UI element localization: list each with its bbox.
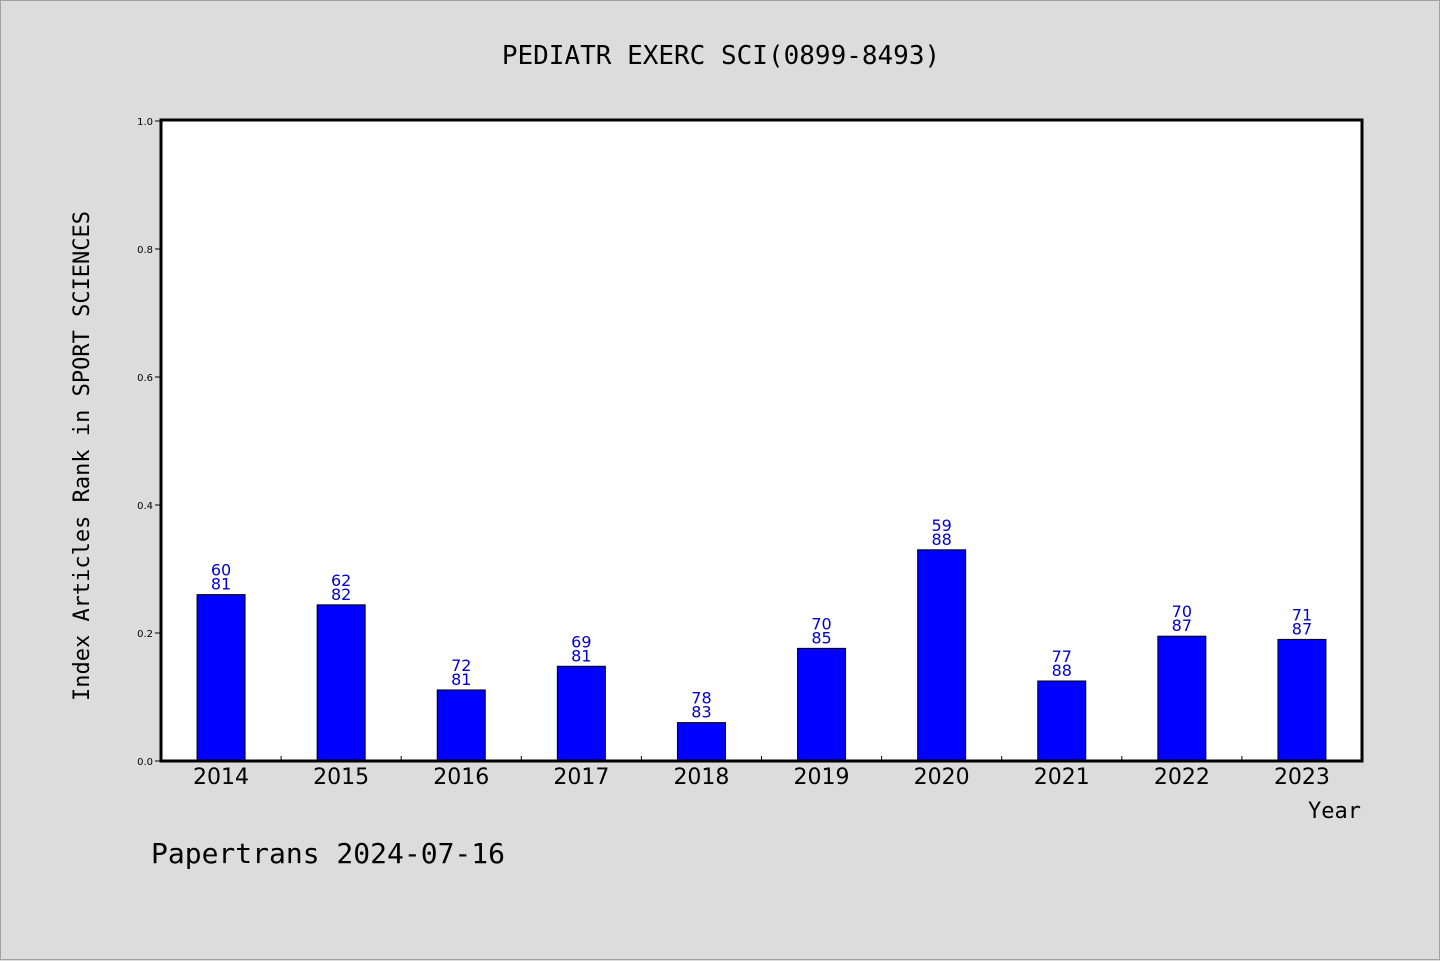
bar-2018 [676,722,726,762]
bars [196,549,1327,762]
bar-rank-label: 62 [331,571,351,590]
bar-rank-label: 59 [931,516,951,535]
y-tick-label: 0.0 [137,757,153,768]
bar-2017 [556,665,606,762]
x-tick-label: 2019 [794,765,850,790]
bar-rank-label: 70 [1172,602,1192,621]
bar-2021 [1037,680,1087,762]
bar-2015 [316,604,366,762]
bar-total-label: 88 [931,530,951,549]
bar-rank-label: 78 [691,689,711,708]
footer-text: Papertrans 2024-07-16 [151,837,505,870]
bar-rank-label: 70 [811,614,831,633]
y-tick-label: 0.4 [137,501,153,512]
bar-total-label: 81 [211,575,231,594]
y-tick-label: 0.2 [137,629,153,640]
y-axis-ticks: 0.0 0.2 0.4 0.6 0.8 1.0 [137,117,161,768]
bar-total-label: 81 [571,646,591,665]
bar-total-label: 87 [1292,619,1312,638]
x-tick-label: 2022 [1154,765,1210,790]
bar-total-label: 82 [331,585,351,604]
bar-total-label: 87 [1172,616,1192,635]
x-tick-label: 2015 [313,765,369,790]
x-tick-label: 2014 [193,765,249,790]
x-tick-label: 2017 [553,765,609,790]
bar-total-label: 85 [811,628,831,647]
x-tick-label: 2018 [673,765,729,790]
x-tick-label: 2016 [433,765,489,790]
bar-2023 [1277,638,1327,762]
bar-2019 [797,647,847,762]
bar-rank-label: 60 [211,561,231,580]
x-axis-label: Year [1308,799,1361,824]
x-tick-label: 2021 [1034,765,1090,790]
bar-rank-label: 69 [571,632,591,651]
bar-2014 [196,594,246,762]
x-tick-label: 2020 [914,765,970,790]
plot-border [159,118,1364,763]
y-tick-label: 1.0 [137,117,153,128]
bar-total-label: 81 [451,670,471,689]
bar-rank-label: 77 [1052,647,1072,666]
bar-rank-label: 71 [1292,605,1312,624]
y-tick-label: 0.8 [137,245,153,256]
bar-total-label: 88 [1052,661,1072,680]
bar-2016 [436,689,486,762]
bar-2020 [917,549,967,762]
x-tick-label: 2023 [1274,765,1330,790]
x-axis-ticks: 2014 2015 2016 2017 2018 2019 2020 2021 2022 2023 [193,756,1330,790]
y-axis-label: Index Articles Rank in SPORT SCIENCES [70,211,95,701]
bar-2022 [1157,635,1207,762]
bar-rank-label: 72 [451,656,471,675]
y-tick-label: 0.6 [137,373,153,384]
chart-title: PEDIATR EXERC SCI(0899-8493) [502,41,940,71]
bar-total-label: 83 [691,703,711,722]
